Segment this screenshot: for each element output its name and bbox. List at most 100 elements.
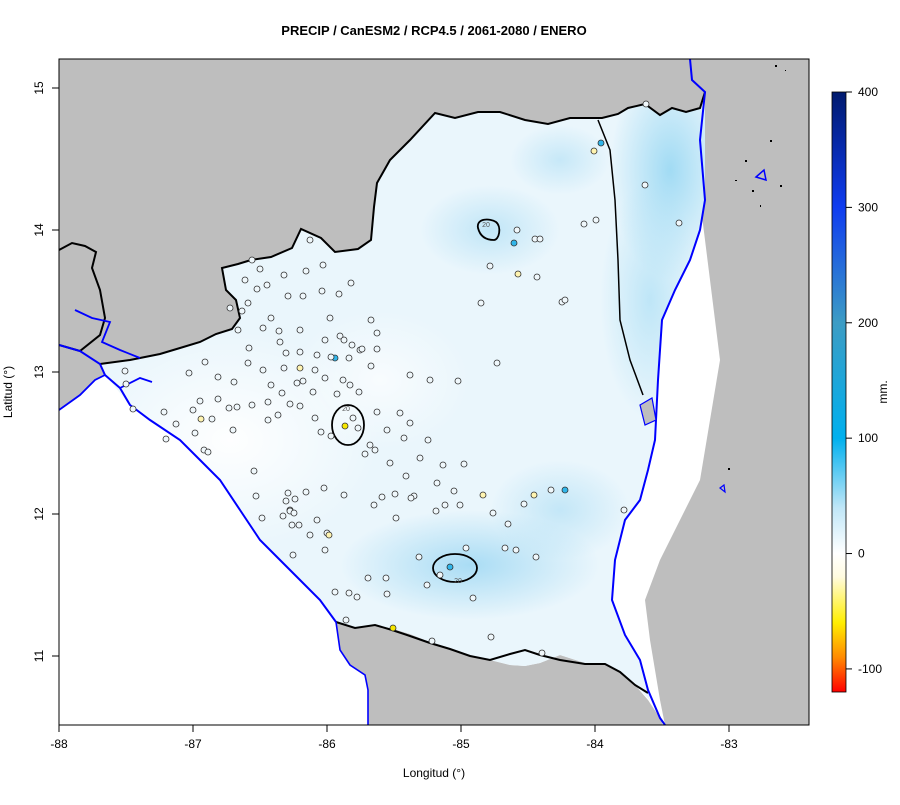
- station-marker: [248, 256, 256, 264]
- station-marker: [274, 411, 282, 419]
- contour-loop-south: [432, 553, 478, 583]
- border-south: [335, 621, 649, 694]
- station-marker: [514, 270, 522, 278]
- station-marker: [284, 292, 292, 300]
- station-marker: [386, 459, 394, 467]
- x-tick-label: -86: [318, 737, 336, 751]
- station-marker: [371, 446, 379, 454]
- station-marker: [477, 299, 485, 307]
- station-marker: [469, 594, 477, 602]
- station-marker: [400, 434, 408, 442]
- station-marker: [339, 376, 347, 384]
- station-marker: [561, 296, 569, 304]
- station-marker: [441, 501, 449, 509]
- station-marker: [361, 450, 369, 458]
- station-marker: [396, 409, 404, 417]
- plot-frame: [58, 58, 810, 726]
- station-marker: [333, 390, 341, 398]
- station-marker: [439, 461, 447, 469]
- y-axis: 11 12 13 14 15: [32, 81, 59, 662]
- coastline-caribbean: [610, 59, 707, 725]
- x-axis-label: Longitud (°): [403, 766, 465, 780]
- station-marker: [289, 551, 297, 559]
- station-marker: [245, 344, 253, 352]
- colorbar-tick-label: 0: [858, 547, 865, 561]
- colorbar-tick-label: 300: [858, 200, 878, 214]
- station-marker: [282, 349, 290, 357]
- station-marker: [295, 521, 303, 529]
- station-marker: [230, 378, 238, 386]
- map-region: 20 20 20: [59, 59, 809, 725]
- station-marker: [197, 415, 205, 423]
- station-marker: [389, 624, 397, 632]
- coastline-south-lake: [335, 621, 369, 725]
- station-marker: [354, 424, 362, 432]
- station-marker: [282, 497, 290, 505]
- border-northwest: [59, 241, 107, 353]
- station-marker: [532, 553, 540, 561]
- colorbar-tick-label: 100: [858, 431, 878, 445]
- station-marker: [267, 314, 275, 322]
- station-marker: [280, 271, 288, 279]
- station-marker: [426, 376, 434, 384]
- border-north: [99, 91, 706, 365]
- station-marker: [278, 389, 286, 397]
- station-marker: [340, 336, 348, 344]
- contour-loop-center: [331, 404, 365, 446]
- station-marker: [280, 364, 288, 372]
- station-marker: [383, 426, 391, 434]
- station-marker: [341, 422, 349, 430]
- station-marker: [234, 326, 242, 334]
- contour-east: [597, 119, 644, 396]
- station-marker: [264, 398, 272, 406]
- station-marker: [358, 345, 366, 353]
- station-marker: [487, 633, 495, 641]
- station-marker: [253, 285, 261, 293]
- station-marker: [493, 359, 501, 367]
- station-marker: [336, 332, 344, 340]
- station-marker: [642, 100, 650, 108]
- station-marker: [263, 281, 271, 289]
- station-marker: [373, 408, 381, 416]
- station-marker: [302, 488, 310, 496]
- station-marker: [345, 354, 353, 362]
- station-marker: [347, 279, 355, 287]
- station-marker: [510, 239, 518, 247]
- station-marker: [428, 637, 436, 645]
- station-marker: [364, 574, 372, 582]
- station-marker: [311, 414, 319, 422]
- station-marker: [244, 359, 252, 367]
- station-marker: [296, 364, 304, 372]
- station-marker: [326, 314, 334, 322]
- island-3: [639, 397, 657, 426]
- y-axis-label: Latitud (°): [1, 366, 15, 418]
- station-marker: [258, 514, 266, 522]
- station-marker: [296, 348, 304, 356]
- station-marker: [547, 486, 555, 494]
- station-marker: [299, 377, 307, 385]
- station-marker: [214, 395, 222, 403]
- land-south: [336, 622, 663, 725]
- station-marker: [597, 139, 605, 147]
- station-marker: [313, 516, 321, 524]
- station-marker: [311, 366, 319, 374]
- precip-shading: [100, 92, 705, 620]
- station-marker: [196, 397, 204, 405]
- station-marker: [536, 235, 544, 243]
- station-marker: [233, 403, 241, 411]
- station-marker: [423, 581, 431, 589]
- station-marker: [185, 369, 193, 377]
- station-marker: [592, 216, 600, 224]
- station-marker: [406, 419, 414, 427]
- station-marker: [318, 287, 326, 295]
- station-marker: [370, 501, 378, 509]
- station-marker: [433, 479, 441, 487]
- station-marker: [325, 531, 333, 539]
- contour-label: 20: [454, 578, 462, 585]
- station-marker: [383, 590, 391, 598]
- station-marker: [229, 426, 237, 434]
- station-marker: [580, 220, 588, 228]
- station-marker: [317, 428, 325, 436]
- station-marker: [342, 616, 350, 624]
- station-marker: [208, 415, 216, 423]
